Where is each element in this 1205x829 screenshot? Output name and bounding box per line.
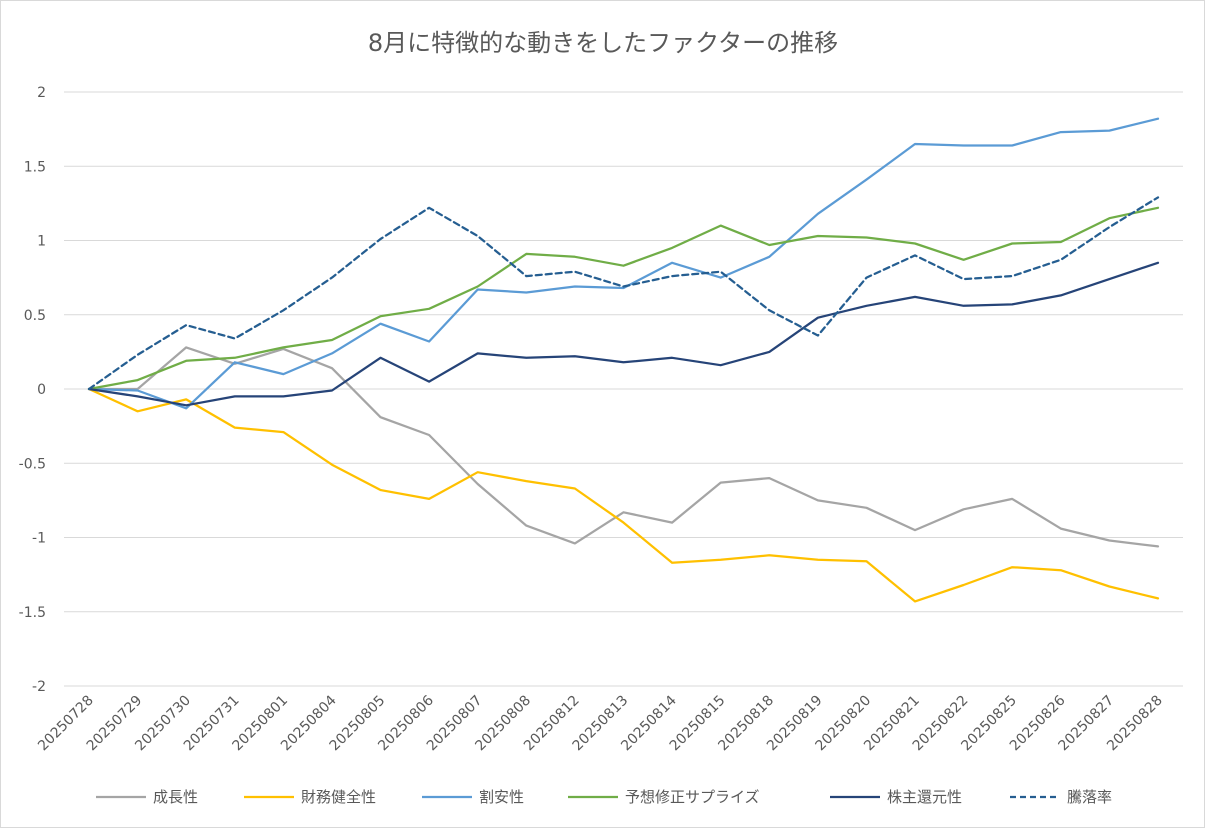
series-lines: [87, 117, 1160, 603]
legend: 成長性 財務健全性 割安性 予想修正サプライズ 株主還元性 騰落率: [96, 788, 1112, 806]
y-tick-label: -0.5: [19, 456, 46, 472]
series-line-1: [87, 387, 1160, 603]
y-tick-label: 2: [37, 85, 46, 101]
x-axis-ticks: 2025072820250729202507302025073120250801…: [35, 692, 1166, 754]
y-tick-label: -1: [32, 531, 46, 547]
series-line-2: [87, 117, 1160, 410]
y-tick-label: 0: [37, 382, 46, 398]
y-tick-label: -1.5: [19, 605, 46, 621]
legend-label: 成長性: [153, 788, 198, 806]
chart-title: 8月に特徴的な動きをしたファクターの推移: [368, 29, 838, 57]
legend-label: 予想修正サプライズ: [625, 788, 760, 806]
legend-label: 株主還元性: [887, 788, 962, 806]
y-tick-label: 0.5: [24, 308, 46, 324]
series-line-3: [87, 206, 1160, 391]
legend-label: 割安性: [479, 788, 524, 806]
series-line-4: [87, 261, 1160, 407]
y-tick-label: 1.5: [24, 159, 46, 175]
legend-label: 財務健全性: [301, 788, 376, 806]
legend-label: 騰落率: [1067, 788, 1112, 806]
y-tick-label: 1: [37, 234, 46, 250]
y-axis-ticks: 2 1.5 1 0.5 0 -0.5 -1 -1.5 -2: [19, 85, 46, 695]
series-line-0: [87, 346, 1160, 548]
series-line-5: [87, 196, 1160, 391]
y-tick-label: -2: [32, 679, 46, 695]
gridlines: [64, 91, 1183, 687]
